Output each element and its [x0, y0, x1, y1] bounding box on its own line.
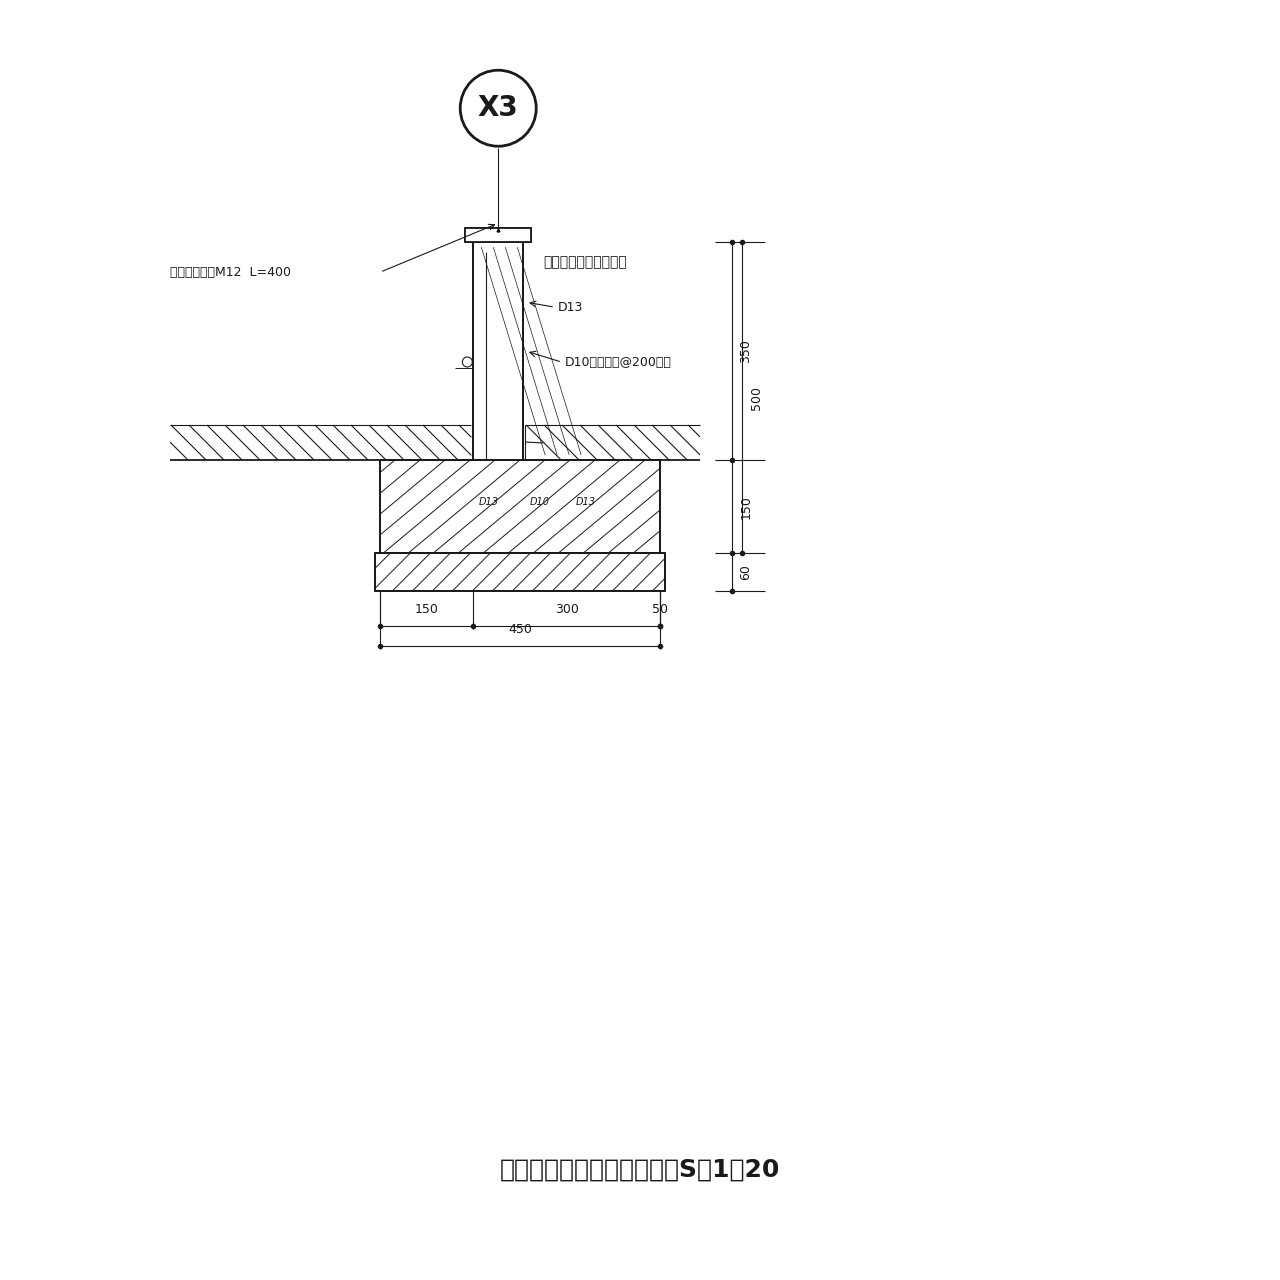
Text: D10タテヨコ@200以下: D10タテヨコ@200以下 [564, 356, 672, 369]
Text: 基礎天端は現場あわせ: 基礎天端は現場あわせ [543, 255, 627, 269]
Text: 新設基礎補強２詳細図　　S＝1：20: 新設基礎補強２詳細図 S＝1：20 [499, 1158, 781, 1181]
Text: D13: D13 [576, 497, 596, 507]
Text: D13: D13 [558, 301, 584, 314]
Text: D10: D10 [530, 497, 549, 507]
Text: 60: 60 [740, 564, 753, 580]
Text: 450: 450 [508, 622, 532, 636]
Text: アンカーボルM12  L=400: アンカーボルM12 L=400 [170, 266, 291, 279]
Bar [474, 242, 524, 460]
Text: 150: 150 [415, 603, 439, 616]
Text: 150: 150 [740, 495, 753, 518]
Text: D13: D13 [479, 497, 498, 507]
Text: 300: 300 [554, 603, 579, 616]
Text: 50: 50 [652, 603, 668, 616]
Text: 350: 350 [740, 339, 753, 364]
Text: 500: 500 [750, 385, 763, 410]
Text: X3: X3 [477, 95, 518, 122]
Bar [466, 228, 531, 242]
Bar [375, 553, 666, 590]
Bar [380, 460, 660, 553]
